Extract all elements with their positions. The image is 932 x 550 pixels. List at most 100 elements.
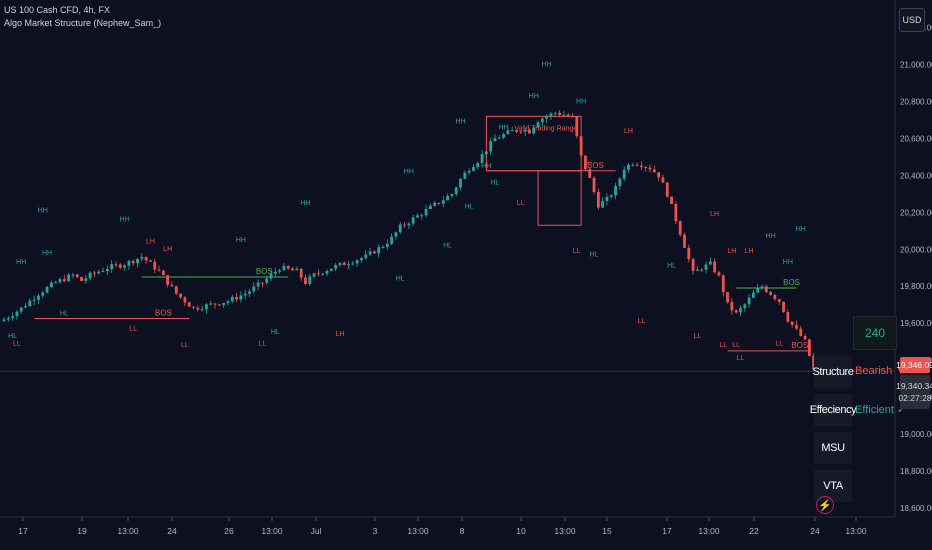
candle-body (105, 269, 109, 272)
time-tick-label: 22 (749, 526, 759, 536)
candle-body (489, 141, 493, 152)
candle-body (222, 302, 226, 306)
candle-body (329, 268, 333, 271)
candle-body (721, 275, 725, 293)
trading-range-label: Valid Trading Range (514, 125, 577, 132)
replay-icon[interactable]: ⚡ (816, 496, 834, 514)
candle-body (2, 319, 6, 322)
structure-label: LL (737, 355, 745, 362)
candle-body (166, 275, 170, 285)
trading-range-box (537, 170, 582, 226)
time-tick-label: 10 (516, 526, 526, 536)
structure-label: HL (60, 311, 69, 318)
candle-body (93, 272, 96, 274)
structure-label: LL (638, 318, 646, 325)
candle-body (187, 302, 191, 307)
candle-body (278, 270, 282, 272)
candle-body (652, 169, 656, 173)
time-tick-label: 24 (167, 526, 177, 536)
candle-body (58, 279, 62, 283)
bos-label: BOS (256, 267, 273, 276)
bos-label: BOS (783, 278, 800, 287)
candle-body (553, 112, 557, 114)
candle-body (523, 129, 527, 132)
structure-label: LL (694, 333, 702, 340)
structure-label: HH (481, 163, 491, 170)
candle-body (726, 292, 729, 303)
candle-body (691, 259, 695, 271)
bos-label: BOS (587, 161, 604, 170)
candle-body (88, 272, 92, 279)
candle-body (584, 155, 587, 170)
candle-body (282, 265, 286, 271)
candle-body (170, 284, 174, 287)
currency-button[interactable]: USD (899, 8, 925, 32)
candle-body (372, 251, 376, 254)
candle-body (299, 268, 303, 278)
symbol-title[interactable]: US 100 Cash CFD, 4h, FX (4, 5, 111, 15)
candle-body (588, 169, 592, 178)
candle-body (390, 236, 394, 244)
efficiency-value: Efficient ✓ (855, 404, 907, 416)
candle-body (385, 243, 389, 247)
price-axis[interactable]: 18,600.0018,800.0019,000.0019,200.0019,4… (894, 0, 932, 550)
candle-body (239, 295, 243, 300)
structure-label: HH (120, 217, 130, 224)
bar-countdown: 02:27:28 (898, 393, 932, 403)
candle-body (601, 201, 605, 208)
structure-label: HH (576, 98, 586, 105)
candle-body (209, 303, 213, 305)
structure-label: LL (517, 200, 525, 207)
candle-body (747, 297, 751, 305)
structure-label: LL (573, 248, 581, 255)
candle-body (493, 138, 497, 142)
candle-body (696, 269, 699, 271)
timeframe-cell: 240 (853, 316, 897, 350)
candle-body (368, 251, 372, 255)
candle-body (347, 264, 350, 266)
candle-body (144, 256, 148, 261)
candle-body (428, 205, 432, 210)
structure-label: HH (236, 237, 246, 244)
candle-body (532, 127, 536, 134)
candle-body (760, 286, 764, 289)
candle-body (446, 196, 450, 201)
price-tick-label: 20,600.00 (900, 134, 932, 143)
candle-body (708, 261, 712, 265)
candle-body (670, 196, 673, 205)
price-tick-label: 19,600.00 (900, 319, 932, 328)
candle-body (252, 286, 256, 292)
candle-body (161, 270, 165, 276)
candle-body (149, 260, 152, 262)
candle-body (476, 162, 480, 168)
candle-body (381, 246, 385, 248)
price-tick-label: 21,000.00 (900, 61, 932, 70)
candle-body (605, 196, 609, 202)
candle-body (183, 297, 187, 303)
structure-label: LL (732, 342, 740, 349)
candle-body (153, 261, 157, 270)
candle-body (687, 247, 691, 260)
candle-body (700, 269, 704, 271)
candle-body (717, 272, 721, 276)
candle-body (644, 167, 648, 169)
time-axis[interactable]: 17 19 13:00 24 26 13:00 Jul 3 13:00 8 10 13:00 15 17 1… (0, 516, 895, 536)
structure-label: HL (396, 276, 405, 283)
candle-body (769, 291, 773, 296)
candle-body (28, 300, 32, 307)
candle-body (205, 304, 208, 310)
candle-body (377, 247, 381, 254)
candle-body (411, 217, 415, 224)
candle-body (321, 273, 325, 275)
candle-body (291, 268, 294, 271)
candle-body (472, 167, 475, 171)
structure-label: HL (443, 242, 452, 249)
price-tick-label: 19,000.00 (900, 430, 932, 439)
candle-body (317, 273, 320, 275)
candle-body (734, 310, 738, 313)
indicator-title[interactable]: Algo Market Structure (Nephew_Sam_) (4, 18, 162, 28)
candle-body (217, 304, 221, 306)
bos-lines: BOS BOS BOS BOS BOS (34, 161, 810, 352)
price-tick-label: 18,600.00 (900, 504, 932, 513)
